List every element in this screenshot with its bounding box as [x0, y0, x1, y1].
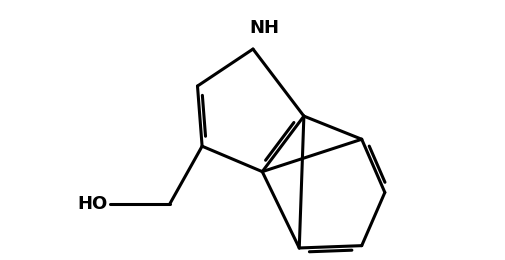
Text: NH: NH — [249, 20, 279, 37]
Text: HO: HO — [77, 195, 107, 213]
